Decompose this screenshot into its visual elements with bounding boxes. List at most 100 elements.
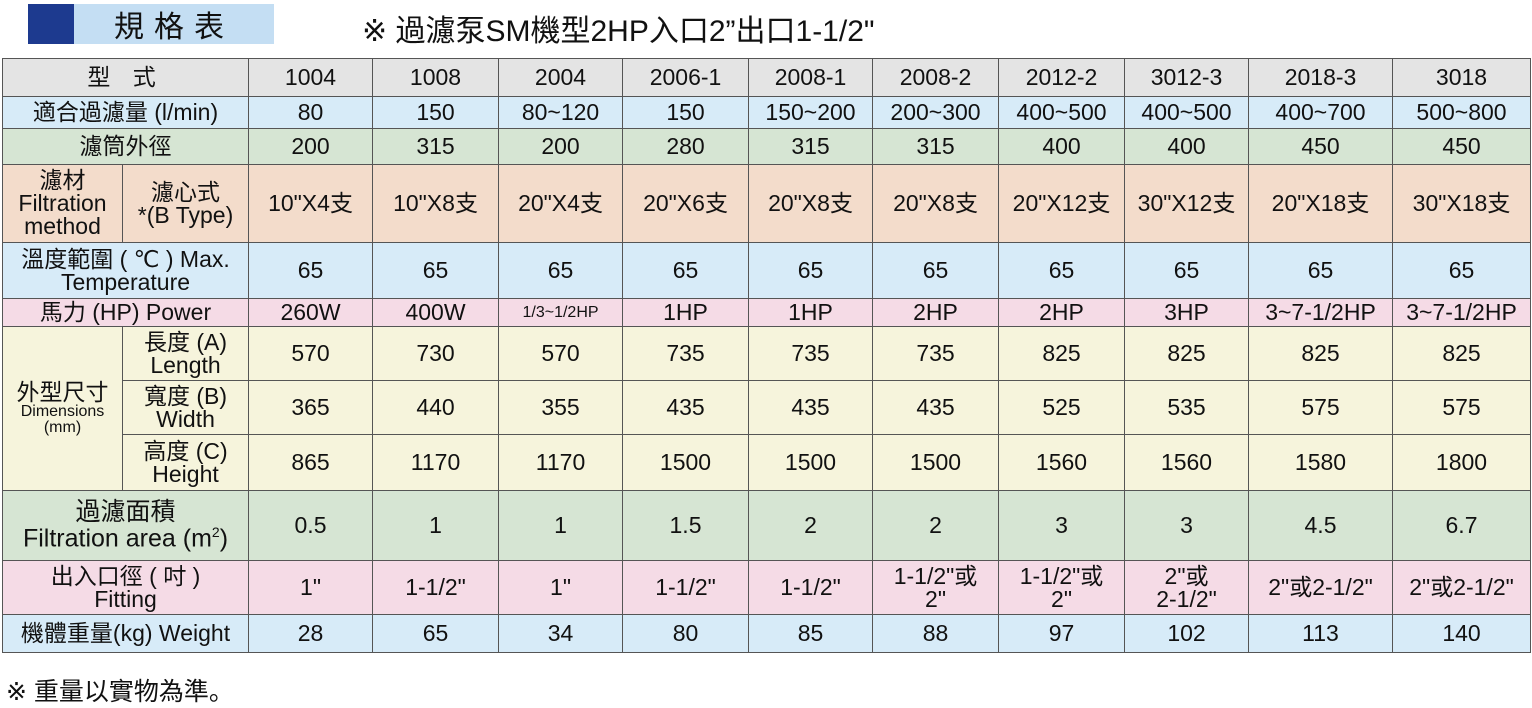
value-cell: 30"X18支 [1392, 164, 1532, 243]
footnote: ※ 重量以實物為準。 [6, 678, 234, 706]
spec-table: 型 式 1004 1008 2004 2006-1 2008-1 2008-2 2012-2 3… [1, 58, 1532, 653]
label-line: method [24, 213, 101, 239]
value-cell: 260W [248, 298, 374, 327]
value-cell: 65 [998, 242, 1126, 299]
label-line: 過濾面積 [75, 497, 176, 526]
value-cell: 575 [1248, 380, 1394, 435]
area-unit-end: ) [219, 524, 229, 553]
table-row: 過濾面積 Filtration area (m2) 0.5 1 1 1.5 2 2 3 3 4.5 6… [1, 490, 1532, 561]
table-row: 型 式 1004 1008 2004 2006-1 2008-1 2008-2 2012-2 3… [1, 58, 1532, 97]
label-line: Temperature [60, 268, 191, 295]
value-cell: 400~500 [1124, 96, 1250, 129]
table-row: 機體重量(kg) Weight 28 65 34 80 85 88 97 102 113 140 [1, 614, 1532, 653]
value-cell: 1" [498, 560, 624, 615]
value-line: 1-1/2" [655, 574, 716, 600]
value-cell: 65 [748, 242, 874, 299]
value-cell: 1.5 [622, 490, 750, 561]
table-row: 出入口徑 ( 吋 ) Fitting 1" 1-1/2" 1" 1-1/2" 1-1/2" 1… [1, 560, 1532, 615]
value-cell: 10"X4支 [248, 164, 374, 243]
label-line: Width [156, 405, 215, 432]
value-cell: 400W [372, 298, 500, 327]
value-cell: 20"X4支 [498, 164, 624, 243]
value-cell: 570 [498, 326, 624, 381]
value-line: 2"或 [1164, 562, 1209, 589]
label-line: Dimensions [20, 403, 105, 420]
value-cell: 20"X8支 [748, 164, 874, 243]
label-line: 外型尺寸 [16, 379, 109, 405]
area-label: 過濾面積 Filtration area (m2) [1, 490, 250, 561]
label-line: *(B Type) [137, 201, 234, 228]
value-cell: 280 [622, 128, 750, 165]
value-cell: 1008 [372, 58, 500, 97]
value-cell: 1-1/2" [748, 560, 874, 615]
value-cell: 2 [872, 490, 1000, 561]
value-cell: 2008-1 [748, 58, 874, 97]
value-cell: 450 [1248, 128, 1394, 165]
value-cell: 825 [1392, 326, 1532, 381]
value-line: 1" [300, 574, 321, 600]
value-cell: 1HP [748, 298, 874, 327]
value-cell: 2HP [998, 298, 1126, 327]
value-cell: 1170 [372, 434, 500, 491]
value-line: 1-1/2"或 [893, 562, 978, 589]
value-cell: 97 [998, 614, 1126, 653]
fitting-label: 出入口徑 ( 吋 ) Fitting [1, 560, 250, 615]
value-cell: 825 [998, 326, 1126, 381]
value-cell: 34 [498, 614, 624, 653]
value-cell: 365 [248, 380, 374, 435]
label-line: Filtration [18, 190, 107, 216]
weight-label: 機體重量(kg) Weight [1, 614, 250, 653]
dims-label: 外型尺寸 Dimensions (mm) [2, 326, 123, 491]
value-cell: 20"X18支 [1248, 164, 1394, 243]
value-cell: 1-1/2"或 2" [998, 560, 1126, 615]
value-cell: 200 [498, 128, 624, 165]
value-cell: 1 [498, 490, 624, 561]
value-line: 1-1/2" [780, 574, 841, 600]
value-cell: 2012-2 [998, 58, 1126, 97]
value-cell: 200~300 [872, 96, 1000, 129]
value-line: 1" [550, 574, 571, 600]
value-cell: 30"X12支 [1124, 164, 1250, 243]
value-cell: 65 [248, 242, 374, 299]
value-cell: 450 [1392, 128, 1532, 165]
value-cell: 200 [248, 128, 374, 165]
value-cell: 570 [248, 326, 374, 381]
value-cell: 2HP [872, 298, 1000, 327]
value-cell: 3HP [1124, 298, 1250, 327]
table-row: 適合過濾量 (l/min) 80 150 80~120 150 150~200 200~30… [1, 96, 1532, 129]
value-cell: 735 [748, 326, 874, 381]
value-cell: 1 [372, 490, 500, 561]
value-cell: 1/3~1/2HP [498, 298, 624, 327]
value-cell: 2"或2-1/2" [1248, 560, 1394, 615]
value-cell: 2004 [498, 58, 624, 97]
value-cell: 1500 [748, 434, 874, 491]
label-line: Filtration area (m2) [4, 524, 248, 553]
table-row: 濾筒外徑 200 315 200 280 315 315 400 400 450 450 [1, 128, 1532, 165]
value-cell: 865 [248, 434, 374, 491]
value-cell: 400~700 [1248, 96, 1394, 129]
filter-sublabel: 濾心式 *(B Type) [121, 164, 250, 243]
value-cell: 3012-3 [1124, 58, 1250, 97]
value-line: 2" [1051, 585, 1072, 612]
value-cell: 4.5 [1248, 490, 1394, 561]
value-line: 1-1/2"或 [1019, 562, 1104, 589]
value-cell: 315 [872, 128, 1000, 165]
value-cell: 3~7-1/2HP [1248, 298, 1394, 327]
label-line: 長度 (A) [143, 328, 228, 355]
value-cell: 2"或2-1/2" [1392, 560, 1532, 615]
value-cell: 3 [1124, 490, 1250, 561]
value-cell: 3 [998, 490, 1126, 561]
height-label: 高度 (C) Height [121, 434, 250, 491]
label-line: 濾材 [39, 167, 86, 193]
value-cell: 1800 [1392, 434, 1532, 491]
value-cell: 1170 [498, 434, 624, 491]
value-cell: 315 [372, 128, 500, 165]
value-cell: 400 [998, 128, 1126, 165]
value-cell: 150~200 [748, 96, 874, 129]
value-cell: 525 [998, 380, 1126, 435]
value-cell: 825 [1248, 326, 1394, 381]
value-cell: 20"X6支 [622, 164, 750, 243]
value-cell: 65 [1248, 242, 1394, 299]
value-cell: 3~7-1/2HP [1392, 298, 1532, 327]
value-cell: 20"X8支 [872, 164, 1000, 243]
